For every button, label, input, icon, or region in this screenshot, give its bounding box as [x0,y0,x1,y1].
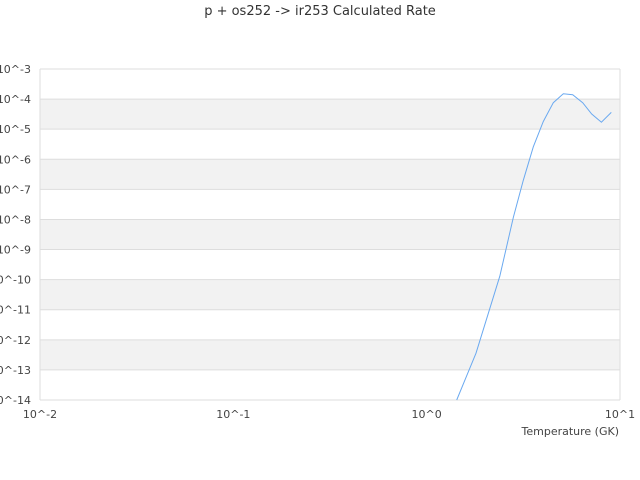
x-axis-label: Temperature (GK) [521,425,620,438]
grid-band [40,159,620,190]
y-tick-label: 10^-10 [0,274,31,287]
y-tick-label: 10^-14 [0,394,31,407]
y-tick-label: 10^-4 [0,93,31,106]
x-tick-label: 10^-1 [216,408,250,421]
y-tick-label: 10^-12 [0,334,31,347]
y-tick-label: 10^-9 [0,244,31,257]
y-tick-label: 10^-7 [0,183,31,196]
y-tick-label: 10^-11 [0,304,31,317]
grid-band [40,339,620,370]
y-tick-label: 10^-13 [0,364,31,377]
rate-series-line [456,93,612,401]
y-tick-label: 10^-3 [0,63,31,76]
x-tick-label: 10^-2 [23,408,57,421]
grid-band [40,99,620,130]
y-tick-label: 10^-8 [0,213,31,226]
grid-band [40,219,620,250]
x-tick-label: 10^0 [412,408,442,421]
chart-title: p + os252 -> ir253 Calculated Rate [204,4,436,19]
x-tick-label: 10^1 [605,408,635,421]
grid-band [40,279,620,310]
y-tick-label: 10^-5 [0,123,31,136]
y-tick-label: 10^-6 [0,153,31,166]
